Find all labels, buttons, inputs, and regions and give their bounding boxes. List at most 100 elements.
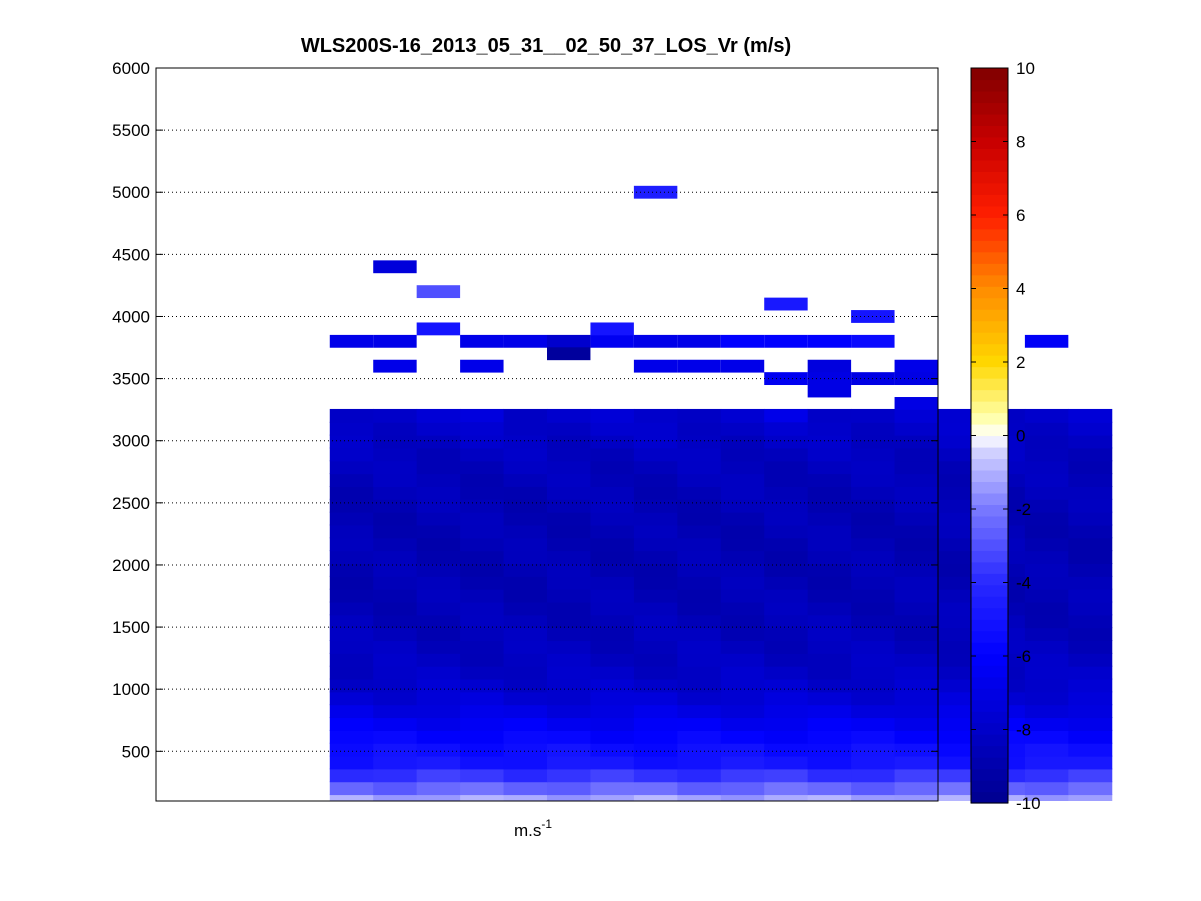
colorbar-band [971, 309, 1008, 322]
heatmap-cell [677, 614, 722, 629]
heatmap-cell [633, 408, 678, 423]
heatmap-cell [416, 717, 461, 731]
heatmap-cell [633, 742, 678, 757]
heatmap-cell [416, 794, 461, 801]
heatmap-cell [590, 755, 635, 770]
heatmap-cell [416, 563, 461, 577]
heatmap-cell [416, 485, 461, 500]
heatmap-cell [503, 652, 548, 667]
heatmap-cell [590, 334, 634, 348]
heatmap-cell [503, 575, 548, 590]
colorbar-tick-label: 4 [1016, 280, 1025, 299]
heatmap-cell [460, 742, 505, 757]
heatmap-cell [1024, 652, 1069, 667]
heatmap-cell [633, 640, 678, 654]
heatmap-cell [590, 601, 635, 616]
colorbar-band [971, 584, 1008, 597]
heatmap-cell [416, 575, 461, 590]
colorbar-band [971, 688, 1008, 701]
heatmap-cell [373, 729, 418, 744]
colorbar-band [971, 389, 1008, 402]
colorbar-band [971, 504, 1008, 517]
heatmap-cell [329, 768, 374, 783]
heatmap-cell [807, 627, 852, 642]
heatmap-cell [1068, 408, 1113, 423]
colorbar-band [971, 435, 1008, 448]
heatmap-cell [1024, 614, 1069, 629]
heatmap-cell [764, 640, 809, 654]
heatmap-cell [677, 768, 722, 783]
heatmap-cell [416, 665, 461, 680]
heatmap-cell [720, 729, 765, 744]
heatmap-cell [590, 768, 635, 783]
heatmap-cell [329, 627, 374, 642]
plot-area: 500 1000 1500 2000 2500 3000 3500 4000 4500 5000 5… [112, 59, 1113, 802]
heatmap-cell [633, 359, 678, 373]
heatmap-cell [764, 742, 809, 757]
heatmap-cell [547, 691, 591, 706]
colorbar-band [971, 240, 1008, 253]
heatmap-cell [894, 460, 939, 475]
colorbar-band [971, 148, 1008, 161]
heatmap-cell [329, 601, 374, 616]
heatmap-cell [938, 794, 982, 801]
heatmap-cell [416, 652, 461, 667]
heatmap-cell [807, 498, 852, 513]
colorbar-band [971, 458, 1008, 471]
heatmap-cell [590, 794, 635, 801]
heatmap-cell [764, 434, 809, 449]
heatmap-cell [764, 447, 809, 462]
colorbar-band [971, 286, 1008, 299]
heatmap-cell [460, 334, 504, 348]
heatmap-cell [460, 678, 505, 693]
heatmap-cell [547, 485, 591, 500]
heatmap-cell [503, 729, 548, 744]
heatmap-cell [677, 473, 722, 487]
heatmap-cell [851, 768, 896, 783]
heatmap-cell [764, 678, 809, 693]
colorbar-band [971, 653, 1008, 666]
heatmap-cell [460, 781, 505, 796]
heatmap-cell [807, 742, 852, 757]
heatmap-cell [677, 678, 722, 693]
heatmap-cell [1024, 794, 1069, 801]
colorbar-band [971, 665, 1008, 678]
heatmap-cell [590, 640, 635, 654]
colorbar-band [971, 355, 1008, 368]
heatmap-cell [547, 537, 591, 552]
colorbar-band [971, 607, 1008, 620]
heatmap-cell [416, 614, 461, 629]
heatmap-cell [851, 755, 896, 770]
colorbar-band [971, 527, 1008, 540]
heatmap-cell [416, 627, 461, 642]
heatmap-cell [590, 473, 635, 487]
y-tick-label: 2000 [112, 556, 150, 575]
heatmap-cell [851, 473, 896, 487]
heatmap-cell [894, 575, 939, 590]
heatmap-cell [1068, 434, 1113, 449]
heatmap-cell [851, 614, 896, 629]
heatmap-cell [764, 781, 809, 796]
heatmap-cell [764, 537, 809, 552]
heatmap-cell [807, 678, 852, 693]
heatmap-cell [373, 781, 418, 796]
heatmap-cell [807, 755, 852, 770]
heatmap-cell [851, 524, 896, 539]
heatmap-cell [503, 640, 548, 654]
heatmap-cell [460, 421, 505, 436]
x-axis-label: m.s-1 [514, 817, 552, 840]
heatmap-cell [416, 498, 461, 513]
heatmap-cell [807, 614, 852, 629]
heatmap-cell [764, 460, 809, 475]
heatmap-cell [1068, 460, 1113, 475]
heatmap-cell [503, 447, 548, 462]
colorbar-bands [971, 68, 1008, 804]
y-tick-label: 6000 [112, 59, 150, 78]
heatmap-cell [720, 755, 765, 770]
heatmap-cell [1024, 665, 1069, 680]
heatmap-cell [807, 691, 852, 706]
heatmap-cell [807, 460, 852, 475]
heatmap-cell [851, 729, 896, 744]
heatmap-cell [764, 372, 808, 386]
heatmap-cell [633, 563, 678, 577]
